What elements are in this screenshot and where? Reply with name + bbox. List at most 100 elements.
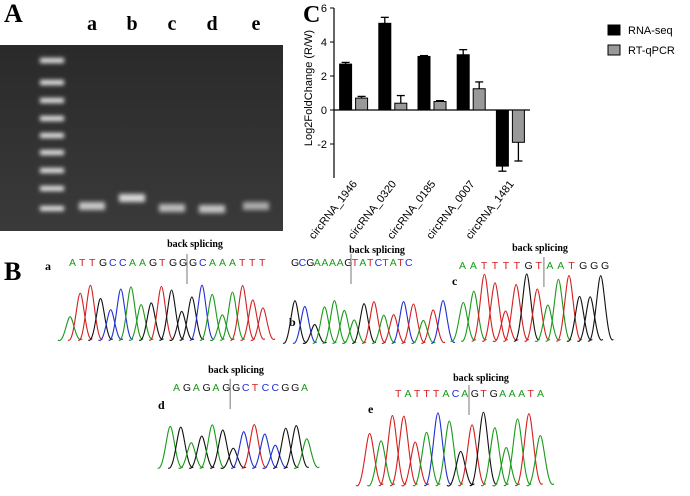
trace-peak [411, 319, 436, 344]
base: T [503, 260, 510, 272]
trace-peak [492, 310, 519, 342]
base: T [159, 257, 166, 269]
trace-peak [430, 299, 456, 344]
base: A [470, 260, 477, 272]
bar [433, 101, 447, 111]
legend-swatch [607, 24, 621, 36]
trace-peak [513, 273, 540, 342]
trace-peak [293, 438, 320, 469]
trace-peak [587, 275, 614, 342]
base: A [546, 260, 553, 272]
base: G [232, 382, 240, 394]
annotation: back splicing [167, 239, 223, 250]
base: A [557, 260, 564, 272]
trace-peak [545, 278, 572, 342]
ladder-band [40, 206, 64, 211]
base: A [209, 257, 216, 269]
trace-peak [272, 427, 299, 469]
trace-peak [450, 301, 477, 342]
base: T [481, 260, 488, 272]
trace-peak [381, 314, 406, 344]
base: T [397, 257, 404, 269]
trace-peak [480, 427, 509, 486]
base: T [252, 382, 259, 394]
base: T [528, 388, 535, 400]
trace-peak [209, 429, 236, 469]
trace-peak [576, 296, 604, 342]
base: C [452, 388, 460, 400]
trace-peak [138, 302, 164, 341]
bar [456, 54, 470, 111]
trace-peak [262, 444, 289, 469]
trace-peak [128, 304, 154, 341]
trace-label: b [289, 315, 296, 329]
base: G [99, 257, 107, 269]
trace-label: a [45, 259, 51, 273]
base: G [471, 388, 479, 400]
base: T [249, 257, 256, 269]
trace-peak [391, 300, 416, 344]
trace-peak [250, 307, 276, 341]
base: C [405, 257, 413, 269]
trace-peak [566, 295, 593, 342]
base: C [262, 382, 270, 394]
base: T [79, 257, 86, 269]
base: G [203, 382, 211, 394]
gel-bands [40, 58, 269, 213]
base: A [229, 257, 236, 269]
base: A [509, 388, 516, 400]
base: G [189, 257, 197, 269]
lane-band [79, 202, 105, 210]
base: A [139, 257, 146, 269]
bar [378, 22, 392, 111]
base: G [579, 260, 587, 272]
base: G [222, 382, 230, 394]
trace-peak [302, 323, 327, 344]
trace-peak [361, 301, 387, 344]
trace-peak [342, 319, 367, 344]
base: A [212, 382, 219, 394]
base: A [219, 257, 226, 269]
trace-peak [98, 309, 124, 341]
base: A [459, 260, 466, 272]
bar [511, 109, 525, 143]
trace-peak [157, 425, 184, 469]
base: C [242, 382, 250, 394]
base: A [314, 257, 321, 269]
trace-peak [534, 304, 561, 342]
y-tick-label: -2 [317, 139, 327, 151]
base: A [301, 382, 308, 394]
trace-peak [514, 413, 544, 486]
trace-peak [366, 440, 396, 487]
trace-peak [469, 411, 498, 486]
sequence: T A T T T A C A GT GA A A T A [395, 388, 544, 400]
trace-peak [118, 286, 144, 341]
trace-peak [108, 288, 134, 341]
trace-peak [471, 273, 498, 342]
base: G [601, 260, 609, 272]
trace-peak [167, 426, 194, 469]
base: A [442, 388, 449, 400]
trace-peak [148, 285, 175, 341]
base: T [414, 388, 421, 400]
trace-peak [241, 423, 268, 469]
lane-label: d [206, 13, 217, 35]
trace-peak [446, 450, 475, 487]
ladder-band [40, 80, 64, 85]
base: A [390, 257, 397, 269]
trace-peak [57, 316, 83, 341]
base: G [306, 257, 314, 269]
base: G [525, 260, 533, 272]
trace-peak [199, 293, 225, 341]
trace-peak [240, 299, 266, 341]
y-axis-label: Log2FoldChange (R/W) [303, 30, 315, 146]
trace-peak [251, 433, 278, 469]
lane-band [243, 202, 269, 210]
y-tick-label: 2 [321, 71, 327, 83]
trace-peak [178, 442, 205, 469]
base: T [492, 260, 499, 272]
trace-peak [435, 420, 464, 486]
trace-peak [189, 284, 215, 341]
lane-label: b [126, 13, 137, 35]
